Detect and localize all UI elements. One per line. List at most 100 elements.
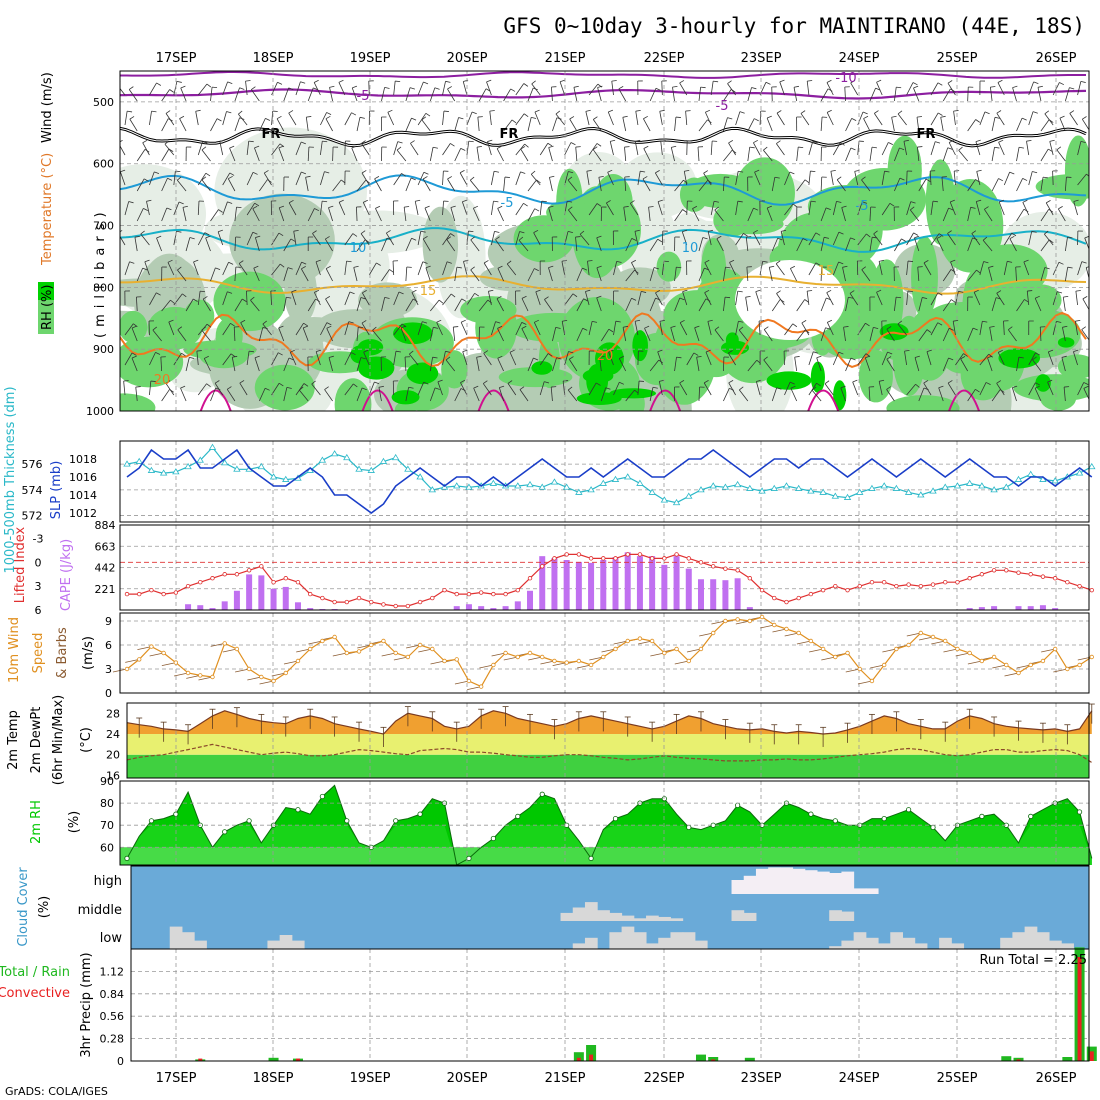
wind-barb-flag <box>901 238 906 242</box>
wind-point <box>906 642 911 648</box>
li-point <box>1089 587 1094 593</box>
wind-point <box>784 626 789 632</box>
wind-point <box>259 674 264 680</box>
wind-barb-flag <box>299 386 304 391</box>
wind-barb <box>120 145 126 156</box>
cape-bar <box>966 608 973 610</box>
wind-barb-flag <box>460 147 466 151</box>
wind-barb-flag <box>861 266 867 270</box>
wind-barb <box>436 322 443 336</box>
cloud-low <box>939 937 952 949</box>
wind-barb <box>120 87 126 96</box>
temp-label-2: 2m DewPt <box>29 707 44 774</box>
wind-barb <box>445 359 456 372</box>
rh-unit-label: (%) <box>67 811 82 834</box>
wind-barb-flag <box>1042 176 1049 179</box>
cape-bar <box>307 608 314 610</box>
wind-barb <box>886 389 895 402</box>
wind-barb <box>246 351 250 366</box>
wind-barb <box>405 298 414 312</box>
wind-barb <box>780 231 785 246</box>
wind-barb <box>472 208 480 222</box>
wind-barb-10m <box>332 652 347 657</box>
wind-barb-flag <box>655 87 661 91</box>
wind-barb <box>381 297 386 312</box>
precip-total-bar <box>573 1052 584 1061</box>
wind-barb <box>222 353 232 366</box>
wind-barb-flag <box>204 355 209 359</box>
wind-barb-flag <box>280 263 285 268</box>
cloud-high <box>817 871 830 894</box>
wind-barb <box>1040 177 1044 192</box>
wind-barb <box>588 321 593 336</box>
wind-point <box>369 642 374 648</box>
wind-barb <box>338 82 346 96</box>
wind-barb <box>738 329 749 342</box>
cloud-high <box>853 888 867 894</box>
wind-barb-flag <box>168 319 174 323</box>
wind-barb <box>356 206 358 222</box>
temp-line <box>126 710 1093 735</box>
wind-barb <box>463 261 468 276</box>
wind-barb-flag <box>863 115 869 119</box>
wind-barb <box>727 83 736 96</box>
wind-barb <box>234 236 237 252</box>
wind-barb-flag <box>728 380 734 384</box>
wind-barb <box>452 327 456 342</box>
slp-tick: 1016 <box>69 471 97 484</box>
wind-barb-flag <box>1069 110 1075 114</box>
wind-barb-flag <box>623 206 629 208</box>
wind-barb-flag <box>1081 261 1087 264</box>
wind-barb-flag <box>238 260 244 264</box>
wind-barb <box>592 119 602 132</box>
wind-barb-flag <box>884 170 890 173</box>
wind-barb-10m <box>406 644 421 649</box>
wind-barb-flag <box>360 297 366 300</box>
wind-barb-flag <box>896 86 902 89</box>
wind-barb-flag <box>420 230 426 233</box>
thickness-point <box>758 487 766 494</box>
wind-barb <box>356 327 359 342</box>
wind-barb <box>1075 291 1078 306</box>
wind-barb-flag <box>886 326 892 330</box>
cape-bar <box>527 590 534 610</box>
precip-total-label: Total / Rain <box>0 965 70 980</box>
li-point <box>759 587 765 593</box>
wind-point <box>881 662 887 668</box>
rh-point <box>490 835 496 842</box>
contour-15 <box>120 275 1087 295</box>
wind-barb <box>843 327 846 342</box>
cloud-low <box>646 943 659 949</box>
li-point <box>625 552 630 557</box>
wind-barb <box>826 82 834 96</box>
li-point <box>259 564 264 569</box>
wind-barb-flag <box>254 202 260 207</box>
precip-tick: 0.56 <box>100 1010 125 1023</box>
wind-barb <box>497 358 504 372</box>
wind-barb <box>197 383 207 396</box>
wind-barb <box>1077 141 1082 156</box>
wind-barb-10m <box>589 656 604 661</box>
wind-barb-flag <box>534 319 540 323</box>
wind-barb <box>483 353 492 366</box>
wind-barb-flag <box>1086 173 1089 177</box>
wind-barb <box>682 291 688 306</box>
wind-point <box>845 650 850 656</box>
wind-barb-flag <box>660 140 666 142</box>
wind-barb <box>196 351 199 366</box>
wind-barb <box>808 141 814 156</box>
wind-barb-flag <box>769 265 775 268</box>
wind-barb-flag <box>523 113 529 118</box>
wind-barb-flag <box>180 385 186 389</box>
wind-barb-flag <box>998 349 1003 353</box>
wind-barb <box>503 177 506 192</box>
wind-barb <box>515 322 523 336</box>
thickness-point <box>917 491 925 498</box>
wind-barb <box>447 178 456 192</box>
wind-barb-flag <box>998 139 1004 143</box>
cloud-low <box>1024 926 1038 949</box>
wind-barb <box>414 201 419 216</box>
li-point <box>393 603 398 609</box>
wind-point <box>1089 654 1094 660</box>
